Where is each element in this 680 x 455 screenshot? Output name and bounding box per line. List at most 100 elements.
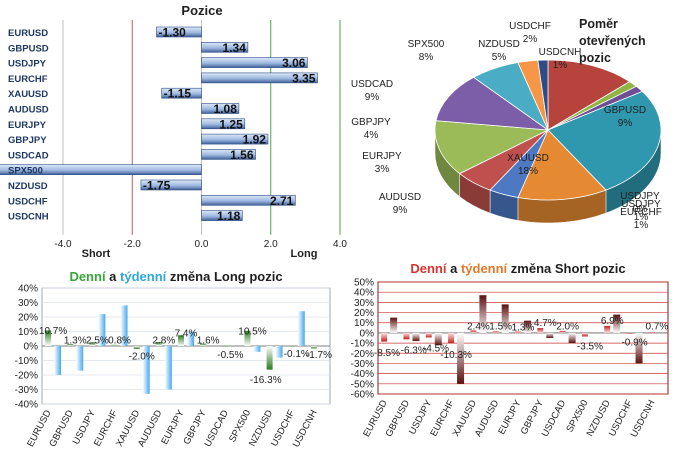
daily-change-bar [310,346,317,349]
data-label: -10.3% [440,350,472,361]
data-label: 10.7% [39,326,67,337]
long-change-plot: 40%30%20%10%0%-10%-20%-30%-40%EURUSDGBPU… [15,284,332,450]
y-tick-label: 10% [354,318,374,329]
data-label: 1.5% [489,321,512,332]
pie-slice-name: GBPJPY [351,117,391,128]
weekly-change-bar [187,331,194,346]
position-bar [156,26,202,38]
data-label: 6.9% [601,316,624,327]
y-tick-label: -30% [15,385,38,396]
position-bar [201,72,318,84]
category-label: USDCAD [8,150,49,161]
weekly-change-bar [479,295,487,333]
pie-slice-name: NZDUSD [478,39,520,50]
y-tick-label: -10% [351,339,374,350]
long-title-part-4: změna Long pozic [166,269,282,284]
data-label: -8.5% [374,348,400,359]
value-label: 1.34 [223,41,247,55]
weekly-change-bar [390,317,398,333]
long-change-title: Denní a týdenní změna Long pozic [69,269,282,284]
pie-slice-percent: 8% [419,52,434,63]
weekly-change-bar [546,332,554,338]
category-label: USDJPY [8,59,47,70]
pie-slice-percent: 1% [634,212,649,223]
weekly-change-bar [275,346,283,358]
daily-change-bar [448,332,455,344]
positions-chart: Pozice EURUSD GBPUSD USDJPY EURCHF XAUUSD AUD… [0,3,347,260]
category-label: NZDUSD [8,181,48,192]
value-label: 3.35 [292,71,316,85]
category-label: EURJPY [8,120,47,131]
data-label: 1.3% [512,322,535,333]
category-label: XAUUSD [8,89,48,100]
pie-slice-name: USDCAD [351,79,393,90]
long-change-chart: Denní a týdenní změna Long pozic 40% 30% 2… [15,269,332,449]
pie-slice-name: EURJPY [362,151,402,162]
value-label: 1.92 [243,133,267,147]
data-label: -0.1% [284,349,310,360]
x-tick-label: -2.0 [124,239,142,250]
weekly-change-bar [142,346,150,394]
pie-slice-percent: 4% [364,130,379,141]
pie-title-line-1: Poměr [579,17,618,31]
pie-slice-name: USDJPY [620,191,660,202]
pie-slice [517,129,607,201]
data-label: 7.4% [175,328,198,339]
pie-slice-name: XAUUSD [507,153,549,164]
y-tick-label: 30% [18,298,38,309]
short-title-part-3: týdenní [461,261,508,276]
long-title-part-1: Denní [69,269,106,284]
daily-change-bar [604,325,611,333]
data-label: 1.3% [64,336,87,347]
pie-slice-percent: 9% [618,118,633,129]
y-tick-label: -20% [15,371,38,382]
short-title-part-2: a [446,261,460,276]
data-label: 10.5% [238,326,266,337]
daily-change-bar [626,332,633,334]
pie-slice-name: USDJPY [621,199,661,210]
data-label: 4.7% [534,318,557,329]
y-tick-label: 20% [354,308,374,319]
data-label: -0.5% [217,350,243,361]
category-label: GBPJPY [8,135,47,146]
position-bar [0,164,202,175]
pie-slice-percent: 9% [365,92,380,103]
pie-slice-percent: 3% [375,164,390,175]
ratio-pie-chart: USDJPY0%GBPUSD9%USDJPY1%EURCHF1%XAUUSD18… [351,17,662,231]
daily-change-bar [470,330,477,333]
data-label: -4.5% [423,344,449,355]
pie-labels: USDJPY0%GBPUSD9%USDJPY1%EURCHF1%XAUUSD18… [351,21,662,231]
y-tick-label: -20% [351,349,374,360]
value-label: 3.06 [282,56,306,70]
y-tick-label: -40% [351,369,374,380]
position-bar [201,57,308,68]
data-label: 0.8% [108,336,131,347]
pie-slice [547,59,631,131]
weekly-change-bar [613,314,621,333]
weekly-change-bar [635,332,643,364]
pie-slice-percent: 9% [393,205,408,216]
category-label: EURCHF [8,74,48,85]
value-label: -1.30 [158,26,186,40]
data-label: -6.3% [401,346,427,357]
data-label: 2.8% [152,336,175,347]
category-label: SPX500 [8,166,43,177]
category-label: USDCHF [8,196,48,207]
position-bar [201,133,269,145]
category-label: GBPUSD [8,43,49,54]
pie-slice [537,59,549,131]
weekly-change-bar [164,346,172,390]
position-bar [201,118,246,130]
data-label: -2.0% [129,352,155,363]
weekly-change-bar [54,346,62,375]
positions-category-labels: EURUSD GBPUSD USDJPY EURCHF XAUUSD AUDUSD EURJ… [8,28,49,223]
pie-slice-percent: 0% [633,204,648,215]
data-label: 1.6% [197,336,220,347]
category-label: EURUSD [8,28,48,39]
short-title-part-1: Denní [410,261,447,276]
daily-change-bar [492,331,499,333]
position-bar [201,103,240,114]
weekly-change-bar [297,311,305,346]
daily-change-bar [111,344,118,346]
